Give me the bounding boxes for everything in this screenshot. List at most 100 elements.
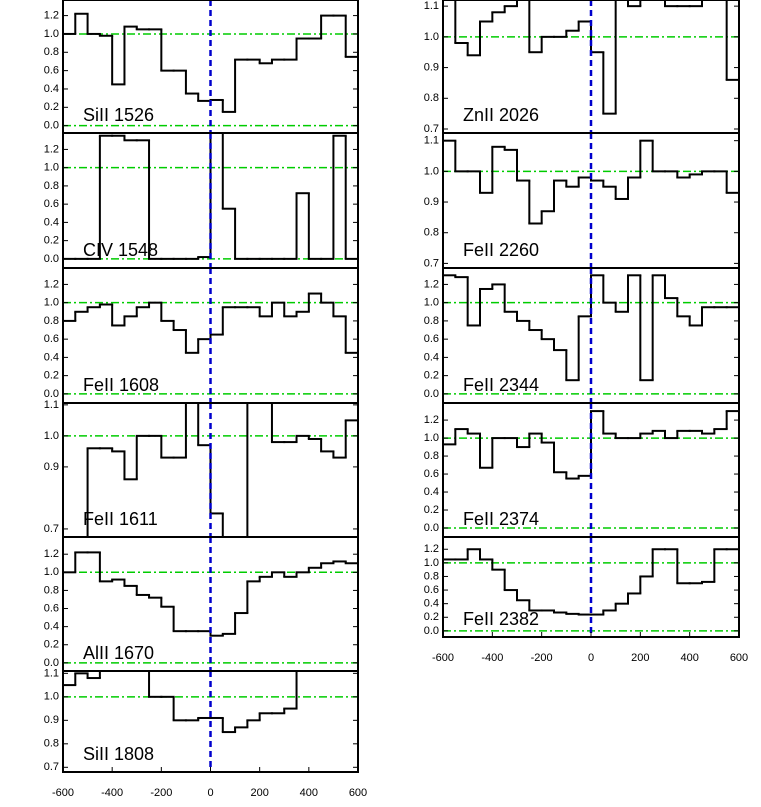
- y-tick-label: 1.0: [424, 297, 439, 309]
- y-tick-label: 0.7: [424, 123, 439, 135]
- y-tick-label: 0.0: [44, 253, 59, 265]
- y-tick-label: 1.2: [44, 278, 59, 290]
- panel-frame: [442, 536, 740, 638]
- panel: [443, 537, 739, 637]
- y-tick-label: 0.0: [424, 625, 439, 637]
- y-tick-label: 0.6: [44, 198, 59, 210]
- panel: [443, 268, 739, 403]
- x-tick-label: 400: [680, 652, 698, 664]
- y-tick-label: 0.0: [44, 120, 59, 132]
- y-tick-label: 1.0: [44, 28, 59, 40]
- y-tick-label: 1.2: [44, 9, 59, 21]
- line-label: SiII 1526: [83, 105, 154, 125]
- x-tick-label: 0: [207, 787, 213, 799]
- line-label: FeII 2382: [463, 609, 539, 629]
- y-tick-label: 1.0: [44, 297, 59, 309]
- y-tick-label: 1.0: [44, 566, 59, 578]
- y-tick-label: 0.6: [44, 65, 59, 77]
- y-tick-label: 1.1: [44, 667, 59, 679]
- y-tick-label: 1.0: [424, 432, 439, 444]
- y-tick-label: 0.4: [424, 351, 439, 363]
- y-tick-label: 0.8: [44, 584, 59, 596]
- y-tick-label: 0.4: [44, 351, 59, 363]
- y-tick-label: 0.9: [424, 196, 439, 208]
- y-tick-label: 1.2: [424, 278, 439, 290]
- panel: [63, 0, 358, 133]
- panel: [443, 0, 739, 133]
- y-tick-label: 0.0: [424, 522, 439, 534]
- panel: [63, 403, 358, 537]
- y-tick-label: 0.8: [44, 738, 59, 750]
- x-tick-label: -400: [481, 652, 503, 664]
- y-tick-label: 1.0: [424, 165, 439, 177]
- y-tick-label: 0.2: [424, 370, 439, 382]
- y-tick-label: 0.6: [424, 584, 439, 596]
- y-tick-label: 0.4: [424, 598, 439, 610]
- y-tick-label: 0.8: [424, 92, 439, 104]
- panel-frame: [62, 670, 359, 773]
- line-label: SiII 1808: [83, 744, 154, 764]
- y-tick-label: 0.2: [44, 370, 59, 382]
- x-tick-label: 600: [730, 652, 748, 664]
- y-tick-label: 0.2: [44, 101, 59, 113]
- x-tick-label: -200: [150, 787, 172, 799]
- y-tick-label: 0.4: [44, 83, 59, 95]
- y-tick-label: 0.8: [44, 315, 59, 327]
- panel: [63, 671, 358, 772]
- y-tick-label: 0.9: [44, 714, 59, 726]
- y-tick-label: 0.2: [44, 235, 59, 247]
- y-tick-label: 0.8: [424, 227, 439, 239]
- y-tick-label: 1.0: [424, 31, 439, 43]
- line-label: CIV 1548: [83, 240, 158, 260]
- line-label: FeII 2344: [463, 375, 539, 395]
- x-tick-label: 600: [349, 787, 367, 799]
- line-label: FeII 1608: [83, 375, 159, 395]
- y-tick-label: 1.2: [424, 414, 439, 426]
- y-tick-label: 0.6: [44, 602, 59, 614]
- x-tick-label: 0: [588, 652, 594, 664]
- y-tick-label: 1.0: [424, 557, 439, 569]
- y-tick-label: 0.0: [424, 388, 439, 400]
- y-tick-label: 1.1: [424, 135, 439, 147]
- y-tick-label: 1.0: [44, 691, 59, 703]
- y-tick-label: 0.2: [424, 611, 439, 623]
- y-tick-label: 0.8: [424, 315, 439, 327]
- y-tick-label: 0.4: [44, 216, 59, 228]
- panel: [443, 133, 739, 268]
- y-tick-label: 1.2: [44, 548, 59, 560]
- panel: [63, 537, 358, 671]
- x-tick-label: -600: [432, 652, 454, 664]
- y-tick-label: 1.1: [44, 399, 59, 411]
- y-tick-label: 1.2: [44, 143, 59, 155]
- y-tick-label: 0.2: [44, 639, 59, 651]
- x-tick-label: 200: [631, 652, 649, 664]
- y-tick-label: 1.0: [44, 162, 59, 174]
- x-tick-label: 200: [250, 787, 268, 799]
- x-tick-label: -200: [531, 652, 553, 664]
- y-tick-label: 0.4: [424, 486, 439, 498]
- y-tick-label: 0.7: [424, 257, 439, 269]
- x-tick-label: 400: [300, 787, 318, 799]
- line-label: ZnII 2026: [463, 105, 539, 125]
- y-tick-label: 0.6: [44, 333, 59, 345]
- line-label: AlII 1670: [83, 643, 154, 663]
- x-tick-label: -600: [52, 787, 74, 799]
- y-tick-label: 0.4: [44, 621, 59, 633]
- y-tick-label: 0.8: [424, 570, 439, 582]
- y-tick-label: 0.9: [44, 461, 59, 473]
- y-tick-label: 0.8: [44, 46, 59, 58]
- y-tick-label: 0.0: [44, 388, 59, 400]
- x-tick-label: -400: [101, 787, 123, 799]
- line-label: FeII 2260: [463, 240, 539, 260]
- y-tick-label: 0.8: [424, 450, 439, 462]
- y-tick-label: 1.1: [424, 0, 439, 12]
- y-tick-label: 0.7: [44, 761, 59, 773]
- y-tick-label: 0.8: [44, 180, 59, 192]
- y-tick-label: 0.6: [424, 468, 439, 480]
- y-tick-label: 1.0: [44, 430, 59, 442]
- panel: [63, 133, 358, 268]
- panel: [443, 403, 739, 537]
- y-tick-label: 0.9: [424, 61, 439, 73]
- y-tick-label: 1.2: [424, 543, 439, 555]
